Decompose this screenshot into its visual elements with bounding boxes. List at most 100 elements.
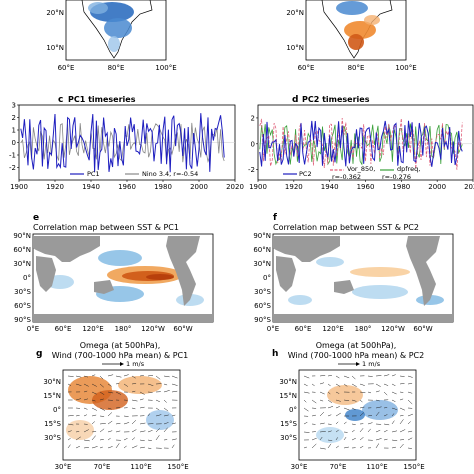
x-tick-label: 1960	[118, 183, 136, 191]
h-lon-tick: 150°E	[403, 463, 424, 471]
f-lon-tick: 0°E	[267, 325, 279, 333]
wind-vector	[83, 414, 88, 417]
wind-vector	[139, 391, 145, 395]
panel-c-title: PC1 timeseries	[68, 95, 136, 104]
b-lon-tick: 100°E	[395, 64, 416, 72]
y-tick-label: 2	[12, 114, 16, 122]
f-lat-tick: 60°S	[254, 302, 271, 310]
panel-d: d PC2 timeseries 1900 1920 1940 1960 1980 200…	[248, 95, 474, 191]
e-lon-tick: 0°E	[27, 325, 39, 333]
wind-vector	[139, 439, 145, 442]
wind-vector	[99, 428, 105, 433]
g-lat-tick: 30°N	[43, 378, 61, 386]
y-tick-label: -1	[9, 152, 16, 160]
wind-vector	[351, 437, 356, 441]
wind-vector	[67, 383, 72, 386]
wind-vector	[359, 412, 364, 417]
wind-vector	[155, 435, 160, 441]
d-legend-vor-r: r=-0.362	[332, 173, 361, 181]
y-tick-label: -2	[248, 166, 255, 174]
wind-vector	[327, 399, 333, 404]
wind-vector	[83, 429, 89, 433]
wind-vector	[303, 407, 309, 412]
x-tick-label: 1980	[154, 183, 172, 191]
wind-vector	[367, 428, 371, 433]
wind-vector	[391, 446, 396, 449]
wind-vector	[131, 437, 136, 441]
wind-vector	[407, 430, 413, 433]
wind-vector	[335, 421, 339, 425]
wind-vector	[327, 406, 334, 409]
wind-vector	[67, 430, 72, 433]
h-wind-vectors	[303, 374, 413, 450]
wind-vector	[303, 431, 310, 433]
wind-vector	[139, 446, 145, 449]
wind-vector	[91, 391, 97, 395]
d-plot-area	[258, 117, 473, 170]
panel-g-title-line2: Wind (700-1000 hPa mean) & PC1	[52, 351, 188, 360]
panel-h-title-line1: Omega (at 500hPa),	[316, 341, 397, 350]
wind-vector	[407, 447, 412, 449]
wind-vector	[391, 430, 398, 433]
wind-vector	[359, 391, 366, 394]
wind-vector	[399, 415, 404, 417]
wind-vector	[407, 437, 413, 441]
f-lat-tick: 30°S	[254, 288, 271, 296]
wind-vector	[107, 420, 113, 425]
x-tick-label: 1900	[10, 183, 28, 191]
series-pc1-line	[20, 113, 225, 173]
wind-vector	[155, 414, 162, 417]
wind-vector	[351, 375, 356, 380]
wind-vector	[367, 391, 372, 394]
wind-vector	[75, 383, 82, 386]
wind-vector	[115, 382, 120, 385]
panel-h: h Omega (at 500hPa), Wind (700-1000 hPa …	[272, 341, 425, 471]
wind-vector	[131, 399, 138, 402]
wind-vector	[171, 438, 177, 441]
a-lon-tick: 80°E	[108, 64, 125, 72]
h-ref-arrow-label: 1 m/s	[362, 360, 381, 368]
wind-vector	[343, 446, 349, 449]
wind-vector	[91, 374, 96, 377]
wind-vector	[375, 443, 380, 449]
x-tick-label: 2000	[190, 183, 208, 191]
wind-vector	[163, 383, 168, 386]
a-lon-tick: 60°E	[58, 64, 75, 72]
wind-vector	[83, 398, 89, 401]
e-land-antarctica	[33, 314, 213, 322]
wind-vector	[107, 391, 114, 394]
wind-vector	[91, 446, 98, 449]
h-lon-ticks: 30°E 70°E 110°E 150°E	[291, 463, 425, 471]
wind-vector	[163, 399, 167, 403]
wind-vector	[343, 436, 347, 441]
wind-vector	[115, 375, 122, 378]
e-lon-tick: 60°W	[173, 325, 192, 333]
f-lon-tick: 60°E	[295, 325, 312, 333]
wind-vector	[67, 375, 74, 377]
wind-vector	[139, 422, 146, 425]
g-lon-tick: 110°E	[130, 463, 151, 471]
wind-vector	[99, 398, 104, 401]
wind-vector	[131, 375, 136, 379]
wind-vector	[99, 439, 104, 441]
e-lon-tick: 60°E	[55, 325, 72, 333]
wind-vector	[91, 431, 97, 433]
x-tick-label: 1940	[82, 183, 100, 191]
wind-vector	[75, 415, 80, 417]
wind-vector	[131, 420, 137, 425]
wind-vector	[319, 391, 325, 395]
wind-vector	[67, 437, 71, 441]
wind-vector	[155, 399, 161, 403]
h-lon-tick: 30°E	[291, 463, 308, 471]
wind-vector	[99, 383, 104, 388]
wind-vector	[311, 443, 317, 449]
wind-vector	[139, 430, 146, 433]
panel-c: c PC1 timeseries 1900 1920 1940 1960 1980 200…	[9, 95, 244, 191]
wind-vector	[359, 399, 363, 403]
e-lat-tick: 30°S	[14, 288, 31, 296]
wind-vector	[91, 407, 98, 411]
wind-vector	[351, 383, 357, 387]
f-lat-tick: 90°N	[253, 232, 271, 240]
wind-vector	[83, 439, 90, 442]
wind-vector	[147, 447, 152, 449]
